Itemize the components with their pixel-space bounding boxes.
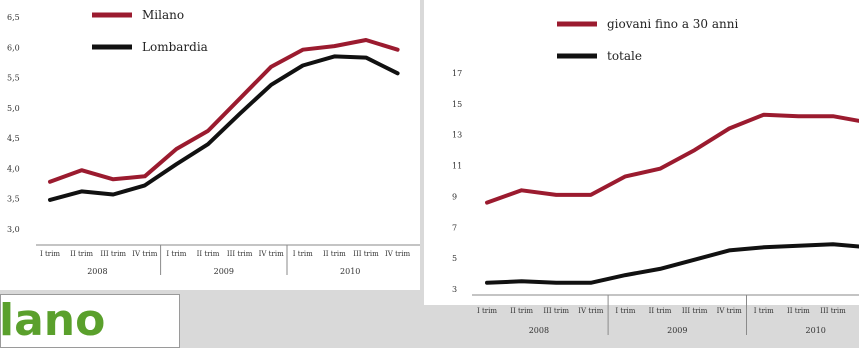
y-tick-label: 4,5	[7, 134, 20, 143]
partial-heading-text: lano	[0, 295, 106, 346]
y-tick-label: 3	[452, 285, 457, 294]
series-line	[48, 54, 400, 202]
y-tick-label: 3,5	[7, 195, 20, 204]
y-tick-label: 5,0	[7, 104, 20, 113]
year-label: 2009	[667, 326, 687, 335]
x-tick-label: III trim	[353, 250, 379, 258]
year-label: 2010	[340, 267, 360, 276]
x-tick-label: I trim	[477, 307, 497, 315]
x-tick-label: II trim	[70, 250, 93, 258]
x-tick-label: II trim	[649, 307, 672, 315]
x-tick-label: I trim	[293, 250, 313, 258]
legend-label: totale	[607, 49, 642, 63]
year-label: 2009	[214, 267, 234, 276]
x-tick-label: III trim	[543, 307, 569, 315]
series-line	[485, 112, 859, 205]
x-tick-label: III trim	[227, 250, 253, 258]
y-tick-label: 5	[452, 254, 457, 263]
y-tick-label: 4,0	[7, 164, 20, 173]
x-tick-label: I trim	[40, 250, 60, 258]
y-tick-label: 13	[452, 131, 462, 140]
legend-label: Milano	[142, 8, 184, 22]
legend-label: giovani fino a 30 anni	[607, 17, 738, 31]
year-label: 2008	[87, 267, 107, 276]
x-tick-label: IV trim	[717, 307, 742, 315]
y-tick-label: 6,5	[7, 13, 20, 22]
year-label: 2010	[806, 326, 826, 335]
x-tick-label: II trim	[510, 307, 533, 315]
chart-right: 3 5 7 9 11 13 15 17 I trim II trim III trim IV trim…	[452, 17, 859, 335]
y-tick-label: 3,0	[7, 225, 20, 234]
x-tick-label: II trim	[197, 250, 220, 258]
x-tick-label: IV trim	[385, 250, 410, 258]
x-tick-label: II trim	[787, 307, 810, 315]
year-label: 2008	[529, 326, 549, 335]
y-tick-label: 7	[452, 223, 457, 232]
x-tick-label: I trim	[754, 307, 774, 315]
x-tick-label: III trim	[682, 307, 708, 315]
legend-label: Lombardia	[142, 40, 208, 54]
partial-heading-box: lano	[0, 294, 180, 348]
y-tick-label: 11	[452, 162, 462, 171]
x-tick-label: IV trim	[259, 250, 284, 258]
series-line	[48, 38, 400, 184]
x-tick-label: II trim	[323, 250, 346, 258]
y-tick-label: 15	[452, 100, 462, 109]
y-tick-label: 9	[452, 192, 457, 201]
x-tick-label: I trim	[615, 307, 635, 315]
chart-canvas: 3,0 3,5 4,0 4,5 5,0 5,5 6,0 6,5 I trim II trim III…	[0, 0, 859, 335]
x-tick-label: IV trim	[132, 250, 157, 258]
chart-left: 3,0 3,5 4,0 4,5 5,0 5,5 6,0 6,5 I trim II trim III…	[7, 8, 420, 276]
y-tick-label: 5,5	[7, 74, 20, 83]
series-line	[485, 242, 859, 285]
x-tick-label: III trim	[820, 307, 846, 315]
y-tick-label: 17	[452, 69, 462, 78]
right-chart-background	[424, 0, 859, 305]
x-tick-label: I trim	[166, 250, 186, 258]
x-tick-label: IV trim	[578, 307, 603, 315]
x-tick-label: III trim	[100, 250, 126, 258]
y-tick-label: 6,0	[7, 43, 20, 52]
